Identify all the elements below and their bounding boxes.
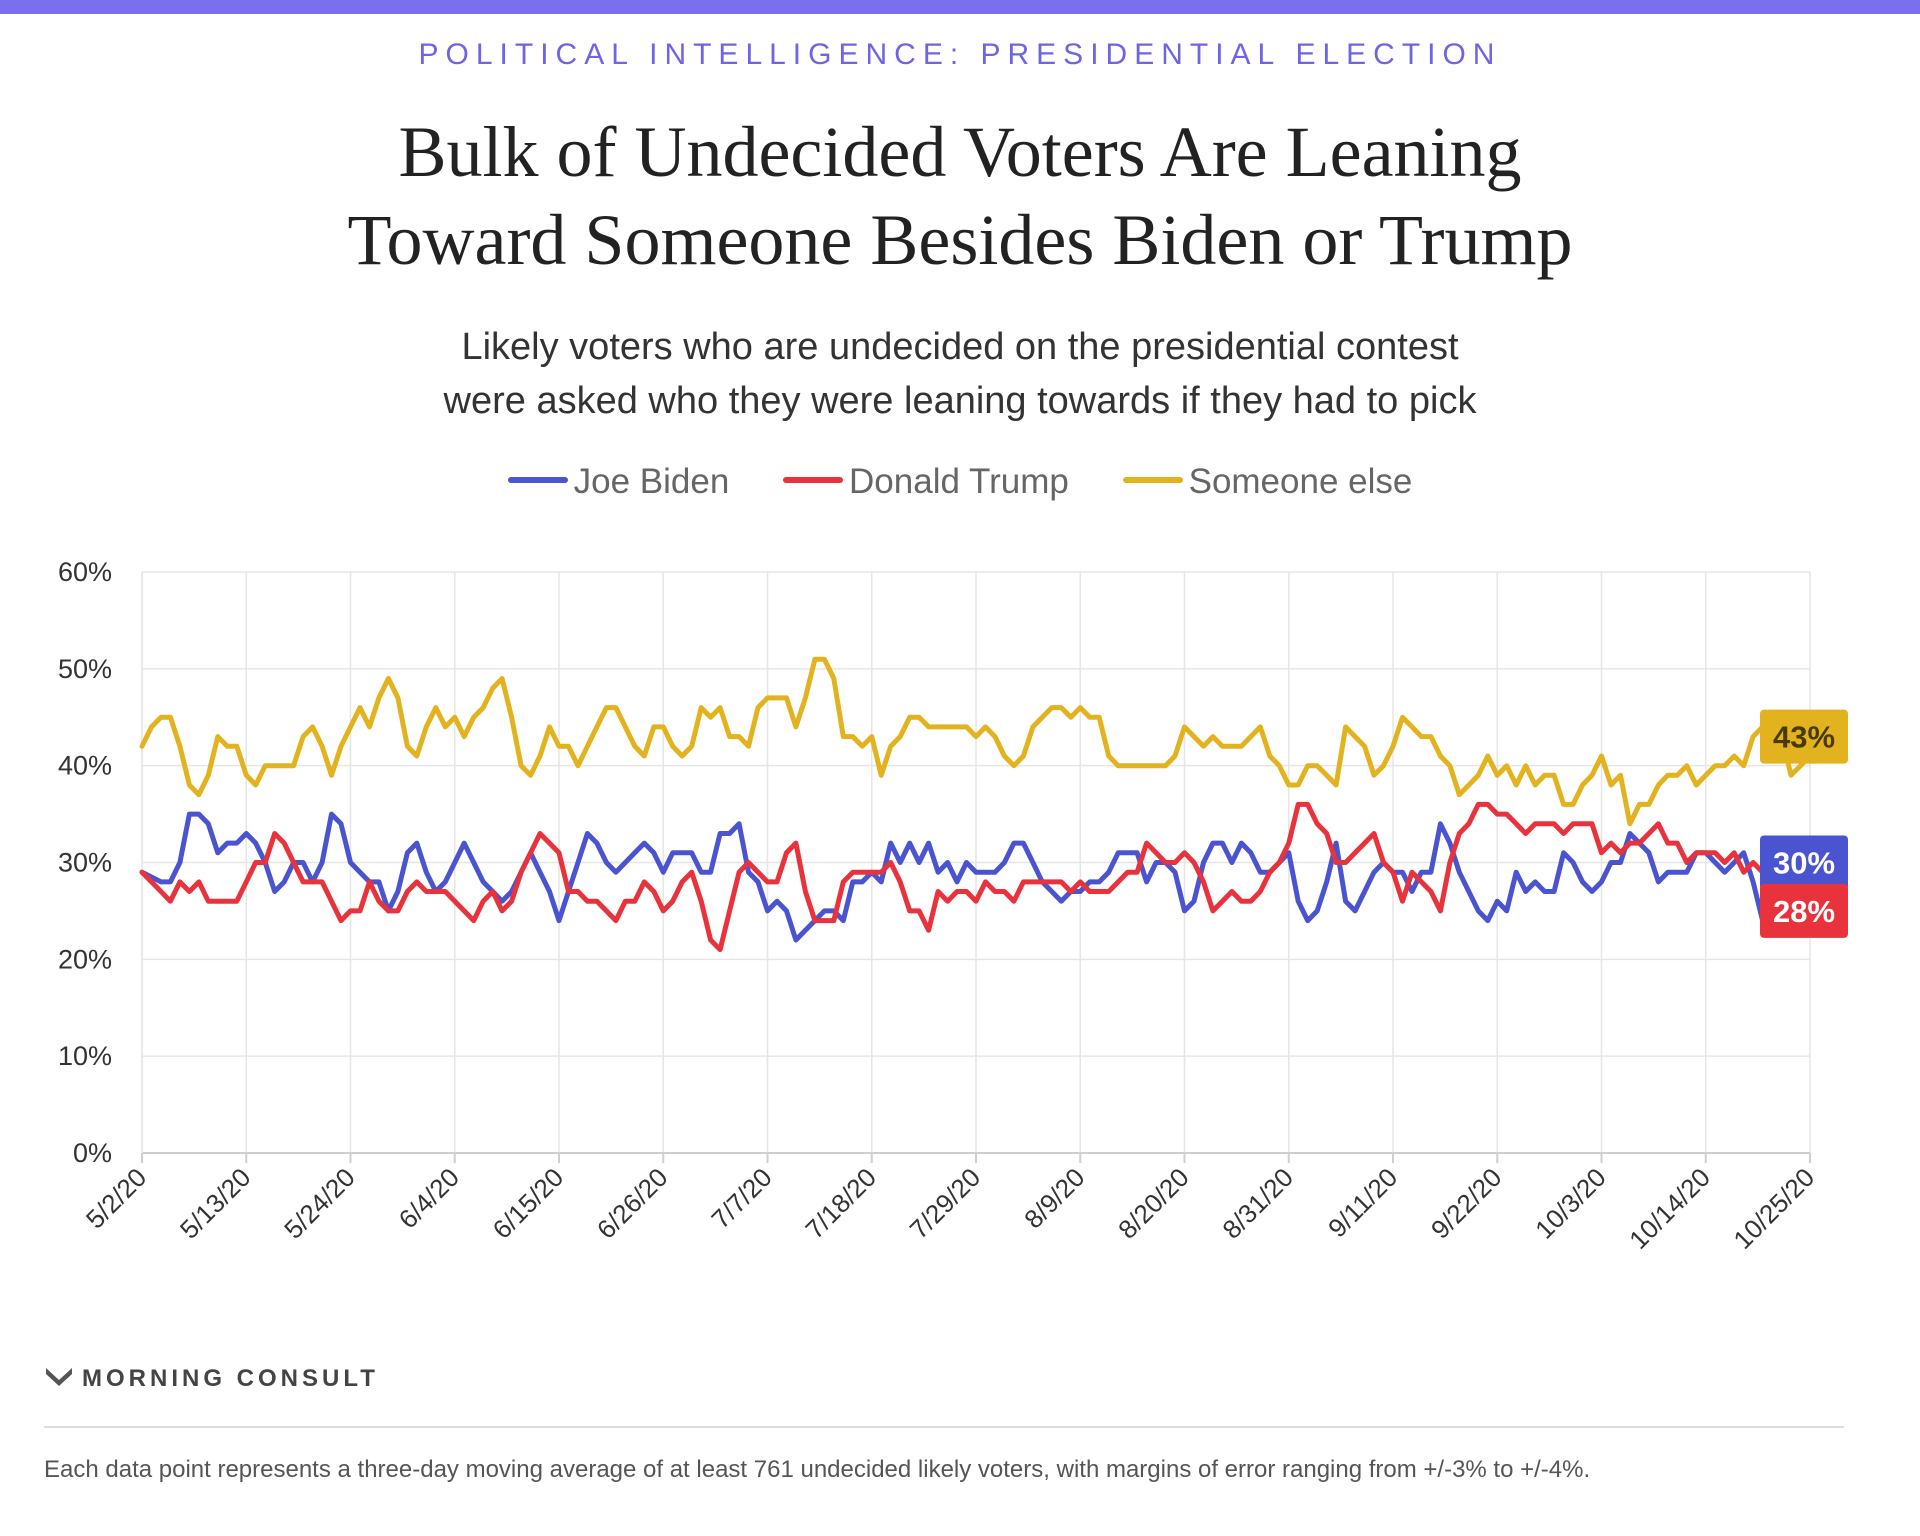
x-tick-label: 6/15/20 bbox=[487, 1162, 570, 1245]
end-label-donald-trump: 28% bbox=[1773, 894, 1835, 929]
end-label-joe-biden: 30% bbox=[1773, 846, 1835, 881]
subtitle-line-1: Likely voters who are undecided on the p… bbox=[461, 326, 1459, 368]
x-tick-label: 7/29/20 bbox=[904, 1162, 987, 1245]
x-tick-label: 9/22/20 bbox=[1425, 1162, 1508, 1245]
legend-item-someone-else: Someone else bbox=[1122, 462, 1413, 502]
title-line-2: Toward Someone Besides Biden or Trump bbox=[347, 200, 1573, 280]
legend-swatch-someone-else bbox=[1122, 476, 1183, 483]
x-tick-label: 10/25/20 bbox=[1727, 1162, 1820, 1255]
x-tick-label: 5/24/20 bbox=[278, 1162, 361, 1245]
logo-text: MORNING CONSULT bbox=[82, 1364, 379, 1392]
chart-subtitle: Likely voters who are undecided on the p… bbox=[260, 320, 1660, 428]
legend: Joe Biden Donald Trump Someone else bbox=[0, 462, 1920, 502]
end-label-box-joe-biden bbox=[1760, 835, 1848, 890]
legend-label-trump: Donald Trump bbox=[849, 462, 1069, 501]
x-tick-label: 7/18/20 bbox=[799, 1162, 882, 1245]
x-tick-label: 6/26/20 bbox=[591, 1162, 674, 1245]
y-tick-label: 10% bbox=[58, 1041, 112, 1071]
legend-label-someone-else: Someone else bbox=[1188, 462, 1413, 501]
y-tick-label: 50% bbox=[58, 654, 112, 684]
footnote: Each data point represents a three-day m… bbox=[44, 1456, 1591, 1483]
x-tick-label: 5/13/20 bbox=[174, 1162, 257, 1245]
x-tick-label: 6/4/20 bbox=[393, 1162, 465, 1234]
y-tick-label: 30% bbox=[58, 848, 112, 878]
legend-swatch-biden bbox=[507, 476, 568, 483]
y-tick-label: 60% bbox=[58, 557, 112, 587]
x-tick-label: 8/9/20 bbox=[1018, 1162, 1090, 1234]
kicker: POLITICAL INTELLIGENCE: PRESIDENTIAL ELE… bbox=[418, 38, 1502, 71]
x-tick-label: 8/31/20 bbox=[1216, 1162, 1299, 1245]
series-line-someone-else bbox=[139, 656, 1813, 827]
x-tick-label: 10/3/20 bbox=[1529, 1162, 1612, 1245]
subtitle-line-2: were asked who they were leaning towards… bbox=[443, 380, 1477, 422]
end-label-someone-else: 43% bbox=[1773, 720, 1835, 755]
title-line-1: Bulk of Undecided Voters Are Leaning bbox=[398, 112, 1522, 192]
series-line-donald-trump bbox=[139, 801, 1813, 953]
x-tick-label: 7/7/20 bbox=[705, 1162, 777, 1234]
morning-consult-logo: MORNING CONSULT bbox=[44, 1364, 379, 1395]
x-tick-label: 9/11/20 bbox=[1322, 1162, 1403, 1243]
legend-label-biden: Joe Biden bbox=[573, 462, 730, 501]
line-chart: 5/2/20 5/13/20 5/24/20 6/4/20 6/15/20 6/26/20… bbox=[58, 557, 1848, 1255]
legend-item-biden: Joe Biden bbox=[507, 462, 730, 502]
end-label-box-donald-trump bbox=[1760, 883, 1848, 938]
logo-m-icon bbox=[44, 1364, 74, 1395]
legend-swatch-trump bbox=[783, 476, 844, 483]
y-tick-label: 0% bbox=[73, 1138, 112, 1168]
x-tick-label: 8/20/20 bbox=[1112, 1162, 1195, 1245]
footer-divider bbox=[44, 1426, 1844, 1428]
x-tick-label: 10/14/20 bbox=[1623, 1162, 1716, 1255]
y-tick-label: 20% bbox=[58, 944, 112, 974]
chart-title: Bulk of Undecided Voters Are Leaning Tow… bbox=[160, 108, 1760, 284]
y-tick-label: 40% bbox=[58, 751, 112, 781]
top-accent-bar bbox=[0, 0, 1920, 14]
series-line-joe-biden bbox=[139, 811, 1813, 943]
end-label-box-someone-else bbox=[1760, 709, 1848, 764]
legend-item-trump: Donald Trump bbox=[783, 462, 1069, 502]
x-tick-label: 5/2/20 bbox=[80, 1162, 152, 1234]
